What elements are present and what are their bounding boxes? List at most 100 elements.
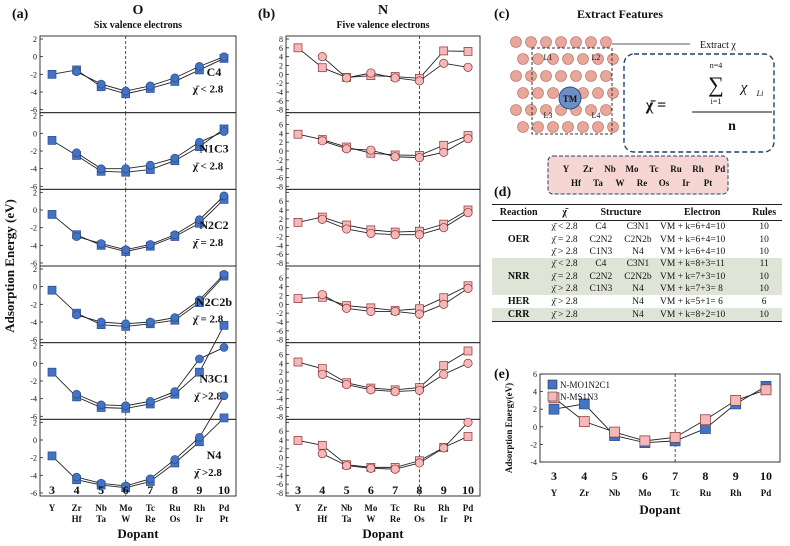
y-tick-label: 6 — [279, 351, 283, 360]
subplot-chi: χ̄ = 2.8 — [192, 237, 224, 249]
data-point — [390, 230, 400, 240]
table-cell: VM + k=6+4=10 — [660, 247, 726, 257]
data-point — [342, 144, 352, 154]
lattice-atom — [532, 53, 544, 65]
y-tick-label: 2 — [279, 445, 283, 454]
data-point — [195, 137, 204, 147]
x-tick-label: Ta — [96, 514, 106, 524]
table-cell: VM + k=6+4=10 — [660, 234, 726, 245]
panel-label: (b) — [258, 7, 275, 22]
lattice-atom — [555, 36, 567, 48]
data-point — [195, 354, 204, 364]
lattice-atom — [570, 70, 582, 82]
tm-label: TM — [563, 94, 578, 104]
lattice-atom — [547, 87, 559, 99]
table-cell: χ̄ < 2.8 — [551, 222, 578, 232]
panel-label: (c) — [494, 7, 510, 22]
x-number-label: 7 — [147, 483, 153, 497]
lattice-atom — [547, 53, 559, 65]
data-point — [96, 79, 106, 89]
y-tick-label: 4 — [533, 388, 537, 397]
lattice-atom — [607, 53, 619, 65]
ligand-label: L1 — [544, 53, 553, 62]
data-point — [293, 357, 303, 367]
subplot-frame — [285, 112, 481, 190]
x-tick-label: Pt — [464, 514, 473, 524]
data-point — [96, 400, 106, 410]
formula-lhs: χ̄ = — [645, 97, 667, 114]
table-cell — [492, 221, 545, 234]
element-label: W — [616, 178, 625, 188]
table-row: OER χ̄ = 2.8 C2N2 C2N2b VM + k=6+4=10 10 — [492, 233, 782, 246]
table-cell: VM + k=5+1= 6 — [660, 296, 723, 307]
lattice-atom — [510, 36, 522, 48]
lattice-atom — [510, 104, 522, 116]
lattice-atom — [592, 121, 604, 133]
x-tick-label: Tc — [146, 503, 155, 513]
y-tick-label: -6 — [30, 259, 37, 268]
panel-title: O — [133, 3, 144, 18]
data-point — [760, 384, 772, 396]
data-point — [366, 385, 376, 395]
y-tick-label: 4 — [279, 436, 283, 445]
x-tick-label: Pt — [220, 514, 229, 524]
data-point — [463, 62, 473, 72]
x-tick-label: Ru — [414, 503, 426, 513]
data-point — [195, 433, 204, 442]
x-number-label: 3 — [295, 483, 301, 497]
data-point — [317, 449, 327, 459]
data-point — [170, 153, 180, 163]
data-point — [366, 68, 376, 78]
y-tick-label: -6 — [276, 174, 283, 183]
y-tick-label: 2 — [33, 112, 37, 121]
y-tick-label: -6 — [276, 250, 283, 259]
header-electron: Electron — [658, 204, 747, 221]
data-point — [47, 136, 57, 145]
data-point — [414, 385, 424, 395]
x-number-label: 10 — [218, 483, 230, 497]
element-label: Mo — [626, 164, 639, 174]
data-point — [463, 432, 473, 441]
table-cell: χ̄ = 2.8 — [551, 234, 578, 245]
data-point — [219, 343, 229, 352]
y-tick-label: 0 — [279, 70, 283, 79]
y-tick-label: 4 — [279, 53, 283, 62]
data-point — [170, 230, 180, 240]
table-cell: C2N2b — [624, 234, 652, 245]
lattice-atom — [555, 70, 567, 82]
y-tick-label: -2 — [276, 79, 283, 88]
data-point — [439, 299, 449, 309]
data-point — [195, 62, 204, 71]
data-point — [121, 401, 131, 411]
y-tick-label: 2 — [279, 138, 283, 147]
y-axis-label: Adsorption Energy (eV) — [2, 199, 17, 333]
data-point — [72, 67, 81, 77]
y-tick-label: 4 — [279, 206, 283, 215]
y-tick-label: 2 — [279, 368, 283, 377]
y-tick-label: -4 — [30, 241, 37, 250]
x-number-label: 5 — [612, 469, 618, 483]
y-tick-label: 2 — [33, 342, 37, 351]
x-tick-label: Mo — [638, 488, 651, 498]
x-number-label: 5 — [344, 483, 350, 497]
x-tick-label: Tc — [391, 503, 400, 513]
ligand-label: L4 — [592, 111, 601, 120]
data-point — [317, 440, 327, 450]
x-number-label: 8 — [702, 469, 708, 483]
data-point — [47, 285, 57, 295]
x-tick-label: Pd — [761, 488, 772, 498]
data-point — [47, 69, 57, 79]
data-point — [47, 367, 57, 377]
formula-summand: χ — [739, 80, 748, 96]
data-point — [145, 474, 155, 484]
x-tick-label: Os — [170, 514, 181, 524]
table-cell: χ̄ > 2.8 — [545, 308, 584, 322]
formula-sum: ∑ — [708, 72, 724, 97]
table-cell — [492, 283, 546, 295]
y-tick-label: 0 — [279, 224, 283, 233]
data-point — [195, 295, 204, 305]
data-point — [96, 317, 106, 327]
data-point — [414, 309, 424, 319]
lattice-atom — [517, 53, 529, 65]
data-point — [317, 63, 327, 73]
